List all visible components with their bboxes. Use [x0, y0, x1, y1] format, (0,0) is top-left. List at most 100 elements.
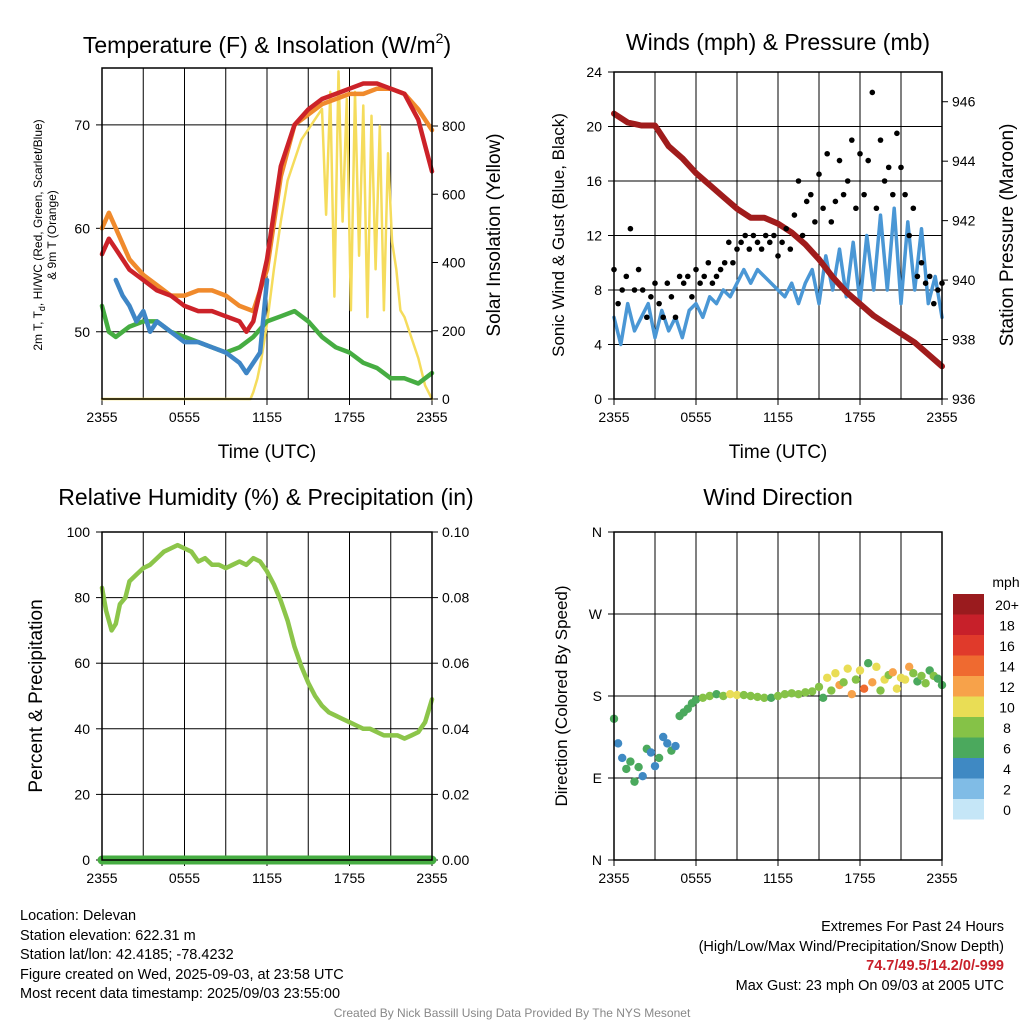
direction-point [917, 671, 926, 681]
winds-y-tick-label: 20 [586, 119, 602, 135]
dir-y-tick-label: S [593, 688, 602, 704]
direction-point [671, 741, 680, 751]
winds-x-tick-label: 1155 [763, 409, 793, 425]
gust-point [644, 314, 650, 321]
gust-point [881, 178, 888, 184]
direction-point [646, 748, 656, 757]
gust-point [824, 150, 830, 157]
gust-point [746, 246, 753, 252]
dir-x-tick-label: 2355 [598, 870, 629, 886]
rh-x-tick-label: 2355 [416, 870, 447, 886]
winds-x-tick-label: 0555 [680, 409, 711, 425]
direction-point [650, 761, 660, 771]
extremes-title: Extremes For Past 24 Hours [821, 919, 1004, 935]
gust-point [709, 280, 716, 286]
rh-x-tick-label: 1755 [334, 870, 365, 886]
legend-swatch [953, 717, 984, 738]
gust-point [926, 273, 933, 280]
dir-y-tick-label: N [592, 524, 602, 540]
gust-point [869, 89, 876, 96]
gust-point [615, 300, 621, 307]
direction-point [827, 686, 836, 695]
direction-point [705, 691, 714, 701]
temp-y-tick-label: 60 [74, 220, 90, 236]
created-text: Figure created on Wed, 2025-09-03, at 23… [20, 966, 344, 983]
legend-label: 10 [999, 700, 1015, 716]
gust-point [922, 280, 929, 286]
legend-label: 16 [999, 638, 1015, 654]
direction-point [746, 691, 755, 701]
direction-point [851, 675, 861, 684]
winds-y-tick-label: 8 [594, 282, 602, 298]
gust-point [832, 198, 839, 205]
dir-y-tick-label: N [592, 852, 602, 868]
max-gust-text: Max Gust: 23 mph On 09/03 at 2005 UTC [735, 977, 1004, 994]
rh-y2-tick-label: 0.06 [442, 655, 469, 671]
gust-point [635, 266, 642, 273]
gust-point [701, 273, 707, 280]
temperature-left-axis-label: 2m T, Td, HI/WC (Red, Green, Scarlet/Blu… [31, 119, 47, 350]
legend-label: 4 [1003, 761, 1011, 777]
direction-point [613, 739, 623, 748]
temp-x-tick-label: 2355 [416, 409, 447, 425]
winds-right-axis-label: Station Pressure (Maroon) [997, 124, 1018, 347]
extremes-subtitle: (High/Low/Max Wind/Precipitation/Snow De… [698, 938, 1004, 955]
rh-y-tick-label: 40 [74, 721, 90, 737]
winds-panel-title: Winds (mph) & Pressure (mb) [626, 29, 930, 55]
gust-point [853, 205, 859, 212]
temperature-x-axis-label: Time (UTC) [218, 442, 317, 463]
gust-point [803, 198, 810, 205]
direction-point [766, 693, 776, 703]
direction-point [753, 692, 762, 702]
gust-point [689, 294, 695, 300]
winds-y2-tick-label: 946 [952, 94, 976, 110]
gust-point [931, 300, 937, 307]
direction-point [618, 753, 627, 763]
direction-panel-title: Wind Direction [703, 484, 853, 510]
dir-x-tick-label: 1155 [763, 870, 793, 886]
gust-point [693, 266, 699, 273]
gust-point [890, 191, 896, 198]
legend-label: 14 [999, 659, 1015, 675]
legend-label: 12 [999, 679, 1015, 695]
rh-y2-tick-label: 0.10 [442, 524, 469, 540]
gust-point [906, 232, 912, 239]
series-station-pressure-line [611, 110, 945, 370]
gust-point [631, 287, 638, 293]
humidity-left-axis-label: Percent & Precipitation [26, 599, 47, 792]
direction-point [794, 689, 803, 699]
temp-y2-tick-label: 200 [442, 323, 466, 339]
rh-y-tick-label: 100 [67, 524, 91, 540]
gust-point [935, 287, 941, 293]
temp-y2-tick-label: 0 [442, 391, 450, 407]
gust-point [799, 232, 806, 239]
legend-swatch [953, 799, 984, 820]
legend-swatch [953, 635, 984, 656]
gust-point [808, 191, 814, 198]
direction-point [780, 689, 790, 699]
dir-x-tick-label: 2355 [926, 870, 957, 886]
gust-point [750, 232, 757, 239]
temp-y-tick-label: 50 [74, 324, 90, 340]
direction-point [630, 777, 639, 786]
direction-point [888, 668, 897, 677]
winds-y-tick-label: 16 [586, 173, 602, 189]
direction-point [859, 684, 869, 693]
legend-label: 6 [1003, 741, 1011, 757]
gust-point [623, 273, 630, 280]
recent-data-text: Most recent data timestamp: 2025/09/03 2… [20, 986, 341, 1002]
dir-y-tick-label: W [589, 606, 603, 622]
speed-legend: 20+ 18 16 14 12 10 8 6 4 2 0 [953, 594, 1019, 820]
extremes-values: 74.7/49.5/14.2/0/-999 [866, 958, 1004, 974]
dir-x-tick-label: 0555 [680, 870, 711, 886]
gust-point [742, 232, 748, 239]
gust-point [717, 266, 724, 273]
direction-point [634, 762, 643, 772]
gust-point [873, 205, 880, 212]
gust-point [894, 130, 900, 137]
direction-point [847, 689, 856, 699]
rh-x-tick-label: 1155 [252, 870, 282, 886]
series-solar-insolation-line [100, 70, 434, 401]
gust-point [857, 150, 863, 157]
